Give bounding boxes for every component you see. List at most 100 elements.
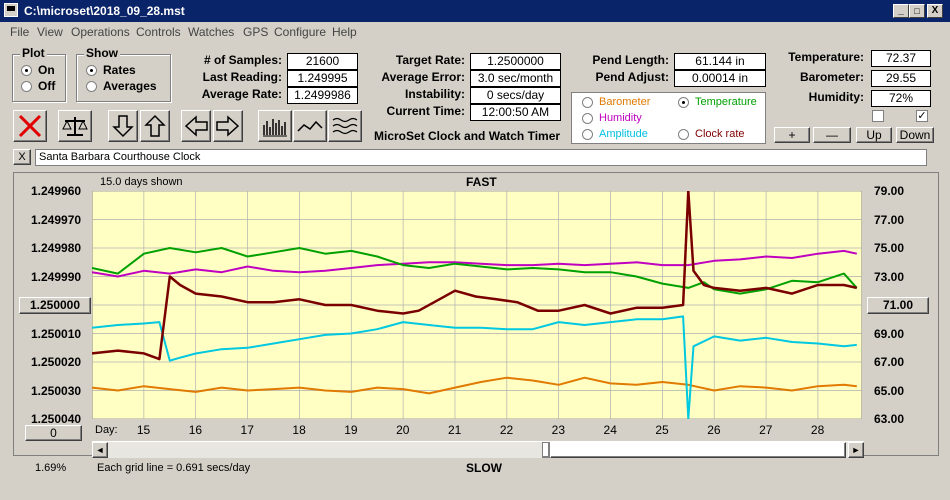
- right-axis-tick: 67.00: [874, 355, 905, 369]
- x-axis-tick: 25: [655, 423, 669, 437]
- slow-label: SLOW: [466, 461, 502, 475]
- x-axis-tick: 16: [188, 423, 203, 437]
- aux-amplitude-radio[interactable]: [582, 129, 593, 140]
- aux-humidity-label[interactable]: Humidity: [599, 112, 642, 124]
- humidity-field: 72%: [871, 90, 931, 107]
- x-axis-tick: 24: [603, 423, 617, 437]
- current-time-field: 12:00:50 AM: [470, 104, 561, 121]
- window-title: C:\microset\2018_09_28.mst: [24, 4, 185, 18]
- grid-note: Each grid line = 0.691 secs/day: [97, 462, 251, 474]
- balance-button[interactable]: [58, 110, 92, 142]
- right-axis-tick: 77.00: [874, 212, 905, 227]
- aux-temperature-label[interactable]: Temperature: [695, 96, 757, 108]
- maximize-button[interactable]: □: [909, 4, 925, 18]
- menu-file[interactable]: File: [10, 25, 30, 39]
- x-axis-tick: 17: [240, 423, 254, 437]
- close-button[interactable]: X: [927, 4, 943, 18]
- pend-adjust-field: 0.00014 in: [674, 70, 766, 87]
- samples-field: 21600: [287, 53, 358, 70]
- line-plot-icon: [297, 120, 323, 132]
- aux-clockrate-radio[interactable]: [678, 129, 689, 140]
- wave-plot-button[interactable]: [328, 110, 362, 142]
- right-axis-tick: 79.00: [874, 184, 905, 198]
- env-checkbox-2[interactable]: ✓: [916, 110, 928, 122]
- menu-gps[interactable]: GPS: [243, 25, 269, 39]
- average-rate-field: 1.2499986: [287, 87, 358, 104]
- series-line-humidity: [92, 249, 858, 278]
- menu-watches[interactable]: Watches: [188, 25, 235, 39]
- average-rate-label: Average Rate:: [201, 87, 282, 101]
- arrow-left-button[interactable]: [181, 110, 211, 142]
- x-axis-tick: 20: [396, 423, 410, 437]
- scroll-left-icon[interactable]: ◄: [92, 442, 108, 458]
- temperature-label: Temperature:: [788, 50, 864, 64]
- humidity-label: Humidity:: [808, 90, 864, 104]
- menu-configure[interactable]: Configure: [274, 25, 327, 39]
- arrow-right-button[interactable]: [213, 110, 243, 142]
- show-group: [76, 54, 171, 102]
- clear-clock-name-button[interactable]: X: [13, 149, 31, 165]
- x-axis-tick: 26: [707, 423, 721, 437]
- chart-scrollbar[interactable]: ◄ ►: [92, 441, 864, 458]
- right-axis-tick: 73.00: [874, 269, 905, 284]
- app-icon: [4, 3, 18, 17]
- left-axis-tick: 1.250030: [31, 383, 82, 398]
- target-rate-field[interactable]: 1.2500000: [470, 53, 561, 70]
- stop-button[interactable]: [13, 110, 47, 142]
- aux-amplitude-label[interactable]: Amplitude: [599, 128, 648, 140]
- aux-temperature-radio[interactable]: [678, 97, 689, 108]
- aux-minus-button[interactable]: —: [813, 127, 851, 143]
- center-aux-button[interactable]: 71.00: [867, 297, 929, 314]
- aux-plus-button[interactable]: +: [774, 127, 810, 143]
- aux-barometer-label[interactable]: Barometer: [599, 96, 651, 108]
- arrow-left-icon: [184, 115, 208, 137]
- arrow-up-button[interactable]: [140, 110, 170, 142]
- menu-view[interactable]: View: [37, 25, 63, 39]
- plot-off-radio[interactable]: [21, 81, 32, 92]
- title-bar: C:\microset\2018_09_28.mst _ □ X: [0, 0, 950, 22]
- scroll-thumb[interactable]: [550, 442, 846, 458]
- show-rates-label[interactable]: Rates: [103, 63, 136, 77]
- menu-operations[interactable]: Operations: [71, 25, 130, 39]
- aux-down-button[interactable]: Down: [896, 127, 934, 143]
- x-axis-tick: 27: [759, 423, 773, 437]
- line-plot-button[interactable]: [293, 110, 327, 142]
- scroll-right-icon[interactable]: ►: [848, 442, 864, 458]
- barometer-field: 29.55: [871, 70, 931, 87]
- histogram-button[interactable]: [258, 110, 292, 142]
- series-line-barometer: [92, 376, 857, 395]
- day-label: Day:: [95, 424, 118, 436]
- pend-length-field[interactable]: 61.144 in: [674, 53, 766, 70]
- aux-plot-options: [571, 92, 766, 144]
- last-reading-label: Last Reading:: [202, 70, 282, 84]
- aux-barometer-radio[interactable]: [582, 97, 593, 108]
- x-axis-tick: 22: [499, 423, 514, 437]
- plot-off-label[interactable]: Off: [38, 79, 56, 93]
- plot-on-radio[interactable]: [21, 65, 32, 76]
- aux-clockrate-label[interactable]: Clock rate: [695, 128, 745, 140]
- plot-group-label: Plot: [20, 46, 47, 60]
- left-axis-tick: 1.250020: [31, 355, 82, 369]
- x-axis-tick: 18: [292, 423, 306, 437]
- plot-on-label[interactable]: On: [38, 63, 55, 77]
- menu-controls[interactable]: Controls: [136, 25, 181, 39]
- right-axis-tick: 69.00: [874, 326, 905, 341]
- center-rate-button[interactable]: 1.250000: [19, 297, 91, 314]
- aux-humidity-radio[interactable]: [582, 113, 593, 124]
- minimize-button[interactable]: _: [893, 4, 909, 18]
- menu-help[interactable]: Help: [332, 25, 357, 39]
- current-time-label: Current Time:: [386, 104, 465, 118]
- show-rates-radio[interactable]: [86, 65, 97, 76]
- left-axis-tick: 1.249970: [31, 212, 82, 227]
- clock-name-input[interactable]: Santa Barbara Courthouse Clock: [35, 149, 927, 166]
- arrow-down-button[interactable]: [108, 110, 138, 142]
- show-averages-radio[interactable]: [86, 81, 97, 92]
- show-averages-label[interactable]: Averages: [103, 79, 157, 93]
- percent-label: 1.69%: [35, 462, 67, 474]
- arrow-up-icon: [144, 114, 166, 137]
- aux-up-button[interactable]: Up: [856, 127, 892, 143]
- target-rate-label: Target Rate:: [395, 53, 465, 67]
- env-checkbox-1[interactable]: [872, 110, 884, 122]
- zero-button[interactable]: 0: [25, 425, 82, 441]
- plot-group: [12, 54, 66, 102]
